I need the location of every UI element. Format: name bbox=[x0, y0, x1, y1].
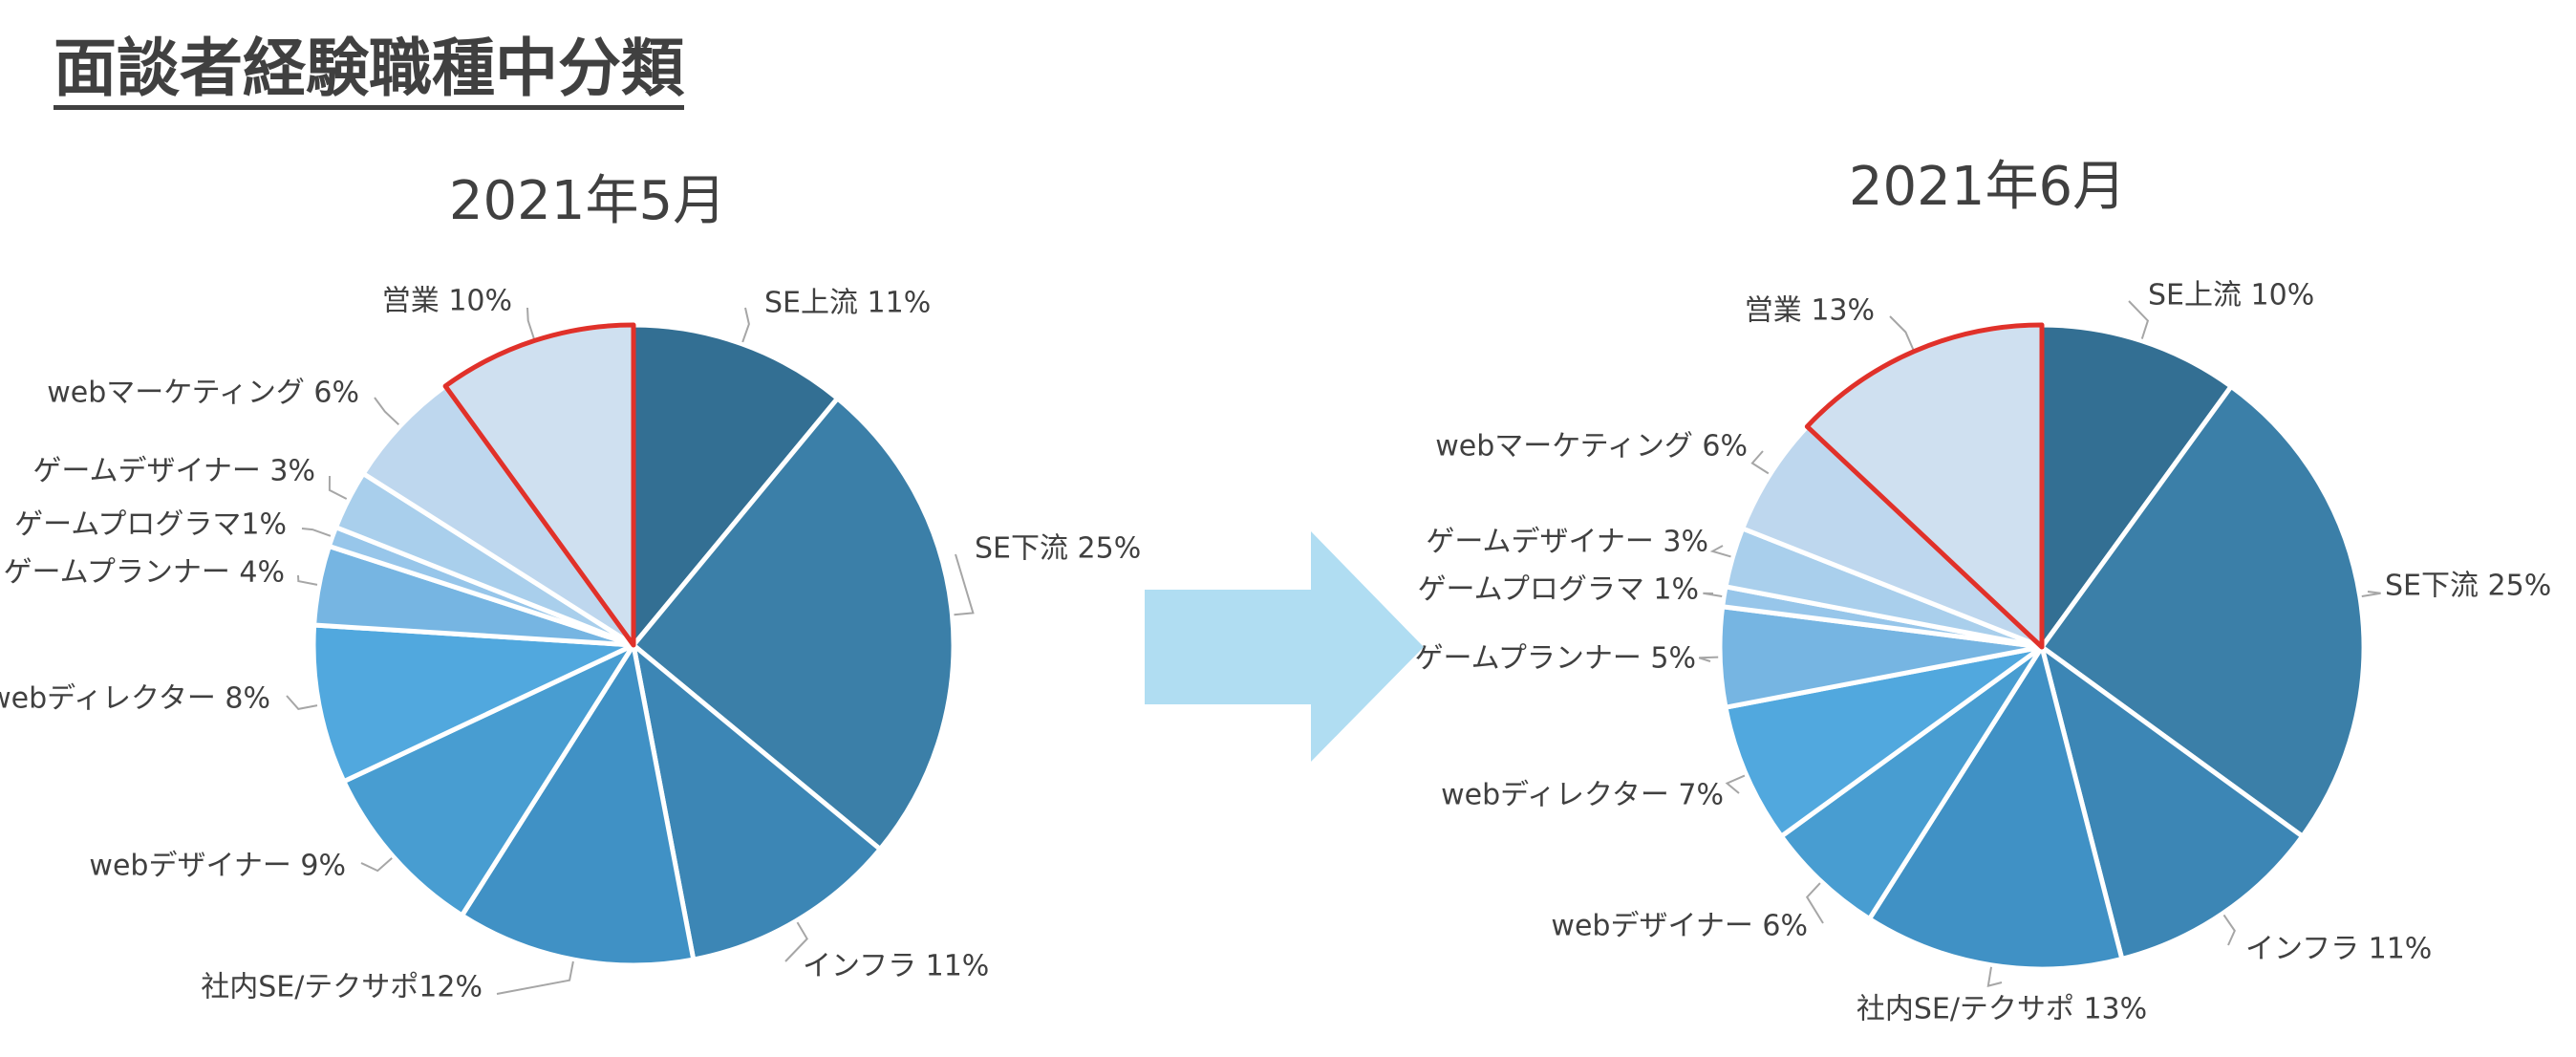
pie-slice-june-3 bbox=[2039, 644, 2306, 961]
page-title: 面談者経験職種中分類 bbox=[54, 32, 684, 110]
slice-label: SE下流 25% bbox=[2385, 570, 2551, 603]
leader-line bbox=[784, 921, 808, 962]
pie-slice-may-6 bbox=[311, 622, 636, 785]
leader-line bbox=[1709, 545, 1731, 558]
chart-title-may: 2021年5月 bbox=[448, 170, 727, 232]
leader-line bbox=[1703, 592, 1723, 597]
pie-slice-may-4 bbox=[460, 642, 697, 968]
slice-label: 社内SE/テクサポ12% bbox=[201, 971, 483, 1004]
leader-line bbox=[954, 553, 975, 616]
slice-label: SE上流 10% bbox=[2148, 279, 2314, 313]
leader-line bbox=[526, 307, 535, 339]
pie-slice-may-1 bbox=[631, 322, 841, 648]
slice-label: webデザイナー 6% bbox=[1551, 910, 1808, 943]
slice-label: 営業 10% bbox=[382, 285, 512, 318]
leader-line bbox=[2222, 914, 2236, 946]
pie-slice-may-5 bbox=[341, 642, 636, 918]
highlight-outline bbox=[1804, 322, 2045, 650]
slice-label: 営業 13% bbox=[1745, 294, 1875, 328]
leader-line bbox=[2361, 591, 2381, 597]
slice-label: webディレクター 7% bbox=[1441, 779, 1724, 812]
leader-line bbox=[496, 960, 574, 995]
leader-line bbox=[2128, 300, 2150, 339]
leader-line bbox=[1750, 450, 1770, 475]
pie-slice-may-3 bbox=[631, 642, 883, 962]
slice-label: webマーケティング 6% bbox=[47, 377, 359, 410]
chart-title-june: 2021年6月 bbox=[1848, 156, 2127, 218]
pie-slice-may-2 bbox=[631, 396, 956, 852]
pie-chart-may: SE上流 11% SE下流 25% インフラ 11% 社内SE/テクサポ12% webデ… bbox=[0, 285, 1141, 1004]
slice-label: ゲームデザイナー 3% bbox=[32, 455, 315, 488]
leader-line bbox=[286, 695, 318, 710]
slice-label: SE上流 11% bbox=[764, 287, 931, 320]
leader-line bbox=[301, 528, 332, 537]
highlight-outline bbox=[442, 322, 636, 648]
leader-line bbox=[297, 574, 318, 586]
pie-slice-june-4 bbox=[1866, 644, 2125, 972]
pie-chart-june: SE上流 10% SE下流 25% インフラ 11% 社内SE/テクサポ 13% web… bbox=[1415, 279, 2552, 1026]
leader-line bbox=[360, 857, 393, 873]
slice-label: インフラ 11% bbox=[803, 950, 989, 983]
leader-line bbox=[1698, 656, 1719, 662]
slice-label: SE下流 25% bbox=[975, 532, 1141, 566]
slice-label: webマーケティング 6% bbox=[1435, 430, 1748, 464]
leader-line bbox=[1986, 966, 2003, 987]
slice-label: ゲームプランナー 5% bbox=[1415, 642, 1696, 676]
leader-line bbox=[374, 397, 399, 426]
slice-label: ゲームデザイナー 3% bbox=[1426, 526, 1708, 559]
leader-line bbox=[1805, 882, 1824, 924]
leader-line bbox=[741, 307, 750, 343]
leader-line bbox=[328, 475, 348, 500]
leader-line bbox=[1889, 315, 1915, 351]
right-arrow-icon bbox=[1145, 531, 1424, 762]
slice-label: ゲームプログラマ1% bbox=[14, 508, 287, 542]
pie-slice-june-2 bbox=[2039, 383, 2367, 839]
slice-label: webディレクター 8% bbox=[0, 682, 270, 716]
slice-label: ゲームプランナー 4% bbox=[4, 556, 285, 590]
slice-label: webデザイナー 9% bbox=[89, 850, 346, 883]
slice-label: ゲームプログラマ 1% bbox=[1418, 573, 1699, 607]
slice-label: インフラ 11% bbox=[2245, 933, 2432, 966]
pie-slice-june-1 bbox=[2039, 322, 2234, 650]
leader-line bbox=[1725, 774, 1746, 794]
slice-label: 社内SE/テクサポ 13% bbox=[1857, 993, 2147, 1026]
